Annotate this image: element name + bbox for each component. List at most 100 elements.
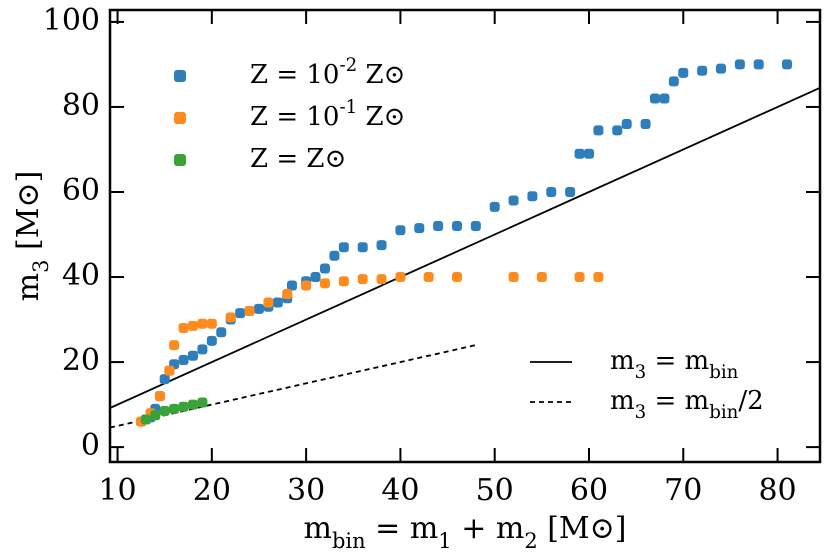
point: [649, 93, 660, 104]
point: [593, 272, 604, 283]
point: [451, 221, 462, 232]
text-part: bin: [709, 362, 738, 383]
point: [319, 263, 330, 274]
point: [169, 340, 180, 351]
point: [206, 318, 217, 329]
point: [395, 225, 406, 236]
point: [187, 350, 198, 361]
legend-marker: [174, 112, 186, 124]
point: [178, 401, 189, 412]
point: [169, 403, 180, 414]
x-tick-label: 70: [664, 473, 702, 508]
text-part: 3: [29, 259, 53, 272]
point: [216, 327, 227, 338]
legend-label: m3 = mbin: [610, 346, 739, 383]
point: [715, 63, 726, 74]
legend-label: Z = 10-2 Z⊙: [250, 55, 405, 91]
point: [301, 280, 312, 291]
y-tick-label: 100: [43, 3, 100, 38]
point: [159, 405, 170, 416]
x-tick-label: 40: [381, 473, 419, 508]
point: [423, 272, 434, 283]
text-part: [M⊙]: [538, 511, 627, 546]
point: [376, 274, 387, 285]
text-part: + m: [452, 511, 525, 546]
y-tick-label: 40: [62, 258, 100, 293]
point: [206, 335, 217, 346]
point: [546, 186, 557, 197]
point: [470, 221, 481, 232]
point: [659, 93, 670, 104]
text-part: Z = 10: [250, 102, 339, 132]
point: [187, 320, 198, 331]
point: [154, 391, 165, 402]
point: [357, 242, 368, 253]
text-part: = m: [646, 346, 709, 376]
point: [178, 354, 189, 365]
point: [263, 297, 274, 308]
text-part: m: [610, 386, 635, 416]
point: [319, 278, 330, 289]
point: [593, 125, 604, 136]
text-part: 3: [635, 402, 647, 423]
x-tick-label: 10: [98, 473, 136, 508]
legend-marker: [174, 70, 186, 82]
legend-marker: [174, 154, 186, 166]
point: [508, 195, 519, 206]
x-tick-label: 50: [476, 473, 514, 508]
point: [338, 242, 349, 253]
point: [781, 59, 792, 70]
legend-label: m3 = mbin/2: [610, 386, 764, 423]
text-part: m: [11, 273, 46, 301]
text-part: 3: [635, 362, 647, 383]
point: [357, 274, 368, 285]
point: [697, 65, 708, 76]
point: [376, 240, 387, 251]
point: [565, 186, 576, 197]
y-tick-label: 80: [62, 88, 100, 123]
point: [272, 297, 283, 308]
text-part: m: [303, 511, 331, 546]
point: [197, 397, 208, 408]
point: [734, 59, 745, 70]
y-tick-label: 0: [81, 428, 100, 463]
point: [178, 323, 189, 334]
point: [536, 272, 547, 283]
x-tick-label: 60: [570, 473, 608, 508]
plot-frame: [108, 8, 822, 464]
point: [253, 303, 264, 314]
text-part: m: [610, 346, 635, 376]
point: [225, 312, 236, 323]
text-part: Z = 10: [250, 60, 339, 90]
point: [527, 191, 538, 202]
point: [150, 410, 161, 421]
text-part: -2: [339, 55, 357, 76]
point: [140, 414, 151, 425]
y-tick-label: 20: [62, 343, 100, 378]
text-part: 2: [524, 529, 537, 553]
point: [282, 289, 293, 300]
point: [310, 272, 321, 283]
point: [244, 306, 255, 317]
x-tick-label: 20: [193, 473, 231, 508]
legend-label: Z = 10-1 Z⊙: [250, 97, 405, 133]
text-part: bin: [709, 402, 738, 423]
y-tick-label: 60: [62, 173, 100, 208]
point: [395, 272, 406, 283]
point: [451, 272, 462, 283]
point: [583, 148, 594, 159]
point: [668, 76, 679, 87]
text-part: bin: [332, 529, 366, 553]
reference-line: [109, 86, 821, 409]
text-part: /2: [738, 386, 763, 416]
text-part: -1: [339, 97, 357, 118]
text-part: 1: [438, 529, 451, 553]
point: [286, 280, 297, 291]
point: [197, 318, 208, 329]
x-axis-label: mbin = m1 + m2 [M⊙]: [303, 511, 626, 553]
text-part: [M⊙]: [11, 171, 46, 260]
point: [197, 344, 208, 355]
y-axis-label: m3 [M⊙]: [11, 171, 53, 302]
point: [329, 250, 340, 261]
